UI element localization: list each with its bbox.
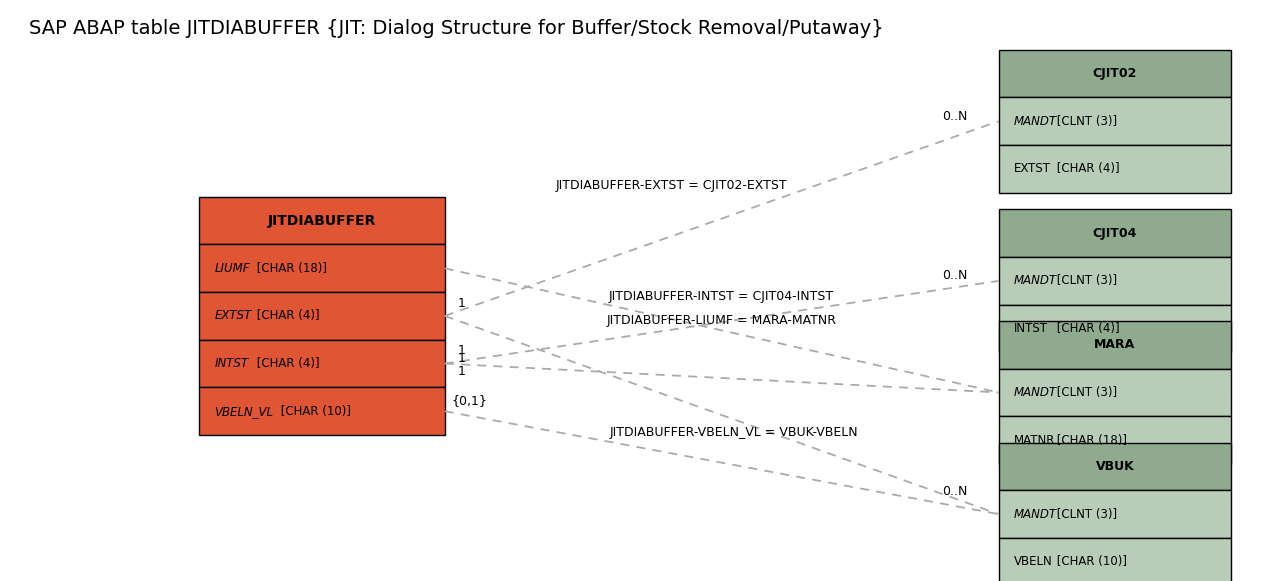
Text: MARA: MARA — [1095, 338, 1135, 352]
Text: MANDT: MANDT — [1014, 386, 1057, 399]
Bar — [998, 490, 1232, 538]
Text: [CHAR (18)]: [CHAR (18)] — [1053, 433, 1126, 447]
Text: CJIT04: CJIT04 — [1092, 227, 1136, 240]
Bar — [998, 257, 1232, 305]
Text: VBELN: VBELN — [1014, 555, 1053, 568]
Text: 1: 1 — [457, 345, 465, 357]
Text: [CHAR (4)]: [CHAR (4)] — [253, 310, 321, 322]
Text: EXTST: EXTST — [1014, 163, 1050, 175]
Bar — [998, 98, 1232, 145]
Text: 0..N: 0..N — [941, 110, 967, 123]
Text: {0,1}: {0,1} — [451, 393, 487, 407]
Text: 0..N: 0..N — [941, 485, 967, 498]
Text: [CHAR (4)]: [CHAR (4)] — [1053, 322, 1119, 335]
Text: MATNR: MATNR — [1014, 433, 1055, 447]
Bar — [998, 305, 1232, 353]
Bar — [998, 145, 1232, 193]
Bar — [998, 538, 1232, 581]
Text: MANDT: MANDT — [1014, 115, 1057, 128]
Text: MANDT: MANDT — [1014, 274, 1057, 288]
Text: INTST: INTST — [214, 357, 248, 370]
Text: [CLNT (3)]: [CLNT (3)] — [1053, 274, 1116, 288]
Text: JITDIABUFFER: JITDIABUFFER — [267, 214, 376, 228]
Bar — [998, 416, 1232, 464]
Text: 0..N: 0..N — [941, 270, 967, 282]
Text: 1: 1 — [457, 365, 465, 378]
Text: [CLNT (3)]: [CLNT (3)] — [1053, 115, 1116, 128]
Text: INTST: INTST — [1014, 322, 1048, 335]
Bar — [199, 245, 445, 292]
Bar — [998, 321, 1232, 368]
Text: EXTST: EXTST — [214, 310, 251, 322]
Text: VBELN_VL: VBELN_VL — [214, 405, 274, 418]
Text: [CLNT (3)]: [CLNT (3)] — [1053, 508, 1116, 521]
Bar — [199, 292, 445, 340]
Bar — [199, 197, 445, 245]
Text: [CHAR (10)]: [CHAR (10)] — [276, 405, 351, 418]
Bar — [199, 340, 445, 388]
Text: SAP ABAP table JITDIABUFFER {JIT: Dialog Structure for Buffer/Stock Removal/Puta: SAP ABAP table JITDIABUFFER {JIT: Dialog… — [29, 19, 884, 38]
Bar — [199, 388, 445, 435]
Bar — [998, 443, 1232, 490]
Bar — [998, 50, 1232, 98]
Text: [CHAR (18)]: [CHAR (18)] — [253, 262, 327, 275]
Bar — [998, 210, 1232, 257]
Text: [CHAR (4)]: [CHAR (4)] — [253, 357, 321, 370]
Text: JITDIABUFFER-EXTST = CJIT02-EXTST: JITDIABUFFER-EXTST = CJIT02-EXTST — [555, 179, 787, 192]
Text: [CHAR (10)]: [CHAR (10)] — [1053, 555, 1126, 568]
Text: JITDIABUFFER-VBELN_VL = VBUK-VBELN: JITDIABUFFER-VBELN_VL = VBUK-VBELN — [609, 426, 859, 439]
Text: VBUK: VBUK — [1096, 460, 1134, 473]
Text: MANDT: MANDT — [1014, 508, 1057, 521]
Text: CJIT02: CJIT02 — [1092, 67, 1136, 80]
Text: 1: 1 — [457, 352, 465, 365]
Text: LIUMF: LIUMF — [214, 262, 250, 275]
Text: JITDIABUFFER-LIUMF = MARA-MATNR: JITDIABUFFER-LIUMF = MARA-MATNR — [607, 314, 836, 327]
Text: 1: 1 — [457, 297, 465, 310]
Text: [CHAR (4)]: [CHAR (4)] — [1053, 163, 1119, 175]
Bar — [998, 368, 1232, 416]
Text: JITDIABUFFER-INTST = CJIT04-INTST: JITDIABUFFER-INTST = CJIT04-INTST — [609, 290, 834, 303]
Text: [CLNT (3)]: [CLNT (3)] — [1053, 386, 1116, 399]
